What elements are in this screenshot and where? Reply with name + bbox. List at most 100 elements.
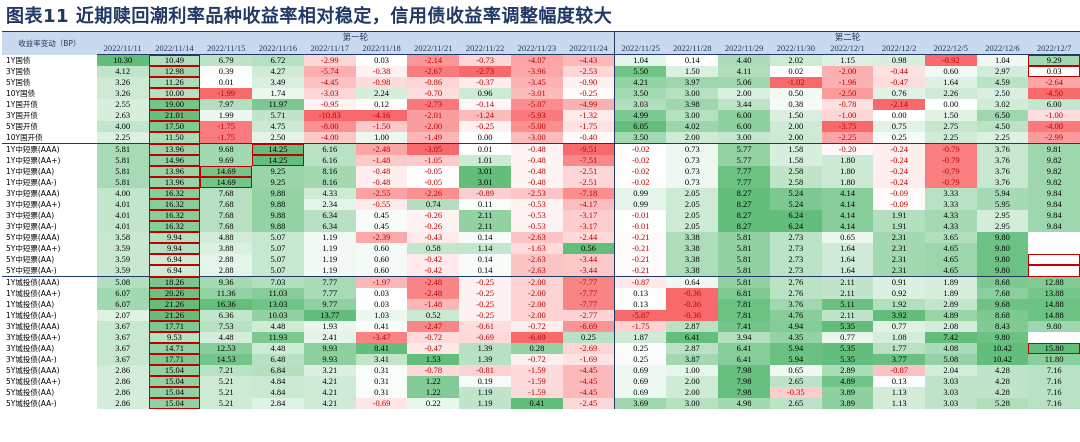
value-cell: 3.21 xyxy=(303,365,356,376)
value-cell: 7.68 xyxy=(200,188,253,199)
row-label: 5Y中短票(AAA) xyxy=(6,233,60,242)
date-header: 2022/11/18 xyxy=(355,43,408,55)
value-cell: 3.00 xyxy=(666,398,719,409)
value-cell: -2.48 xyxy=(407,276,460,288)
value-cell: 0.13 xyxy=(614,288,667,299)
value-cell: 3.01 xyxy=(459,177,511,188)
value-cell: 7.16 xyxy=(1028,365,1080,376)
table-row: 1Y城投债(AA) 6.07 21.26 16.36 13.03 9.77 0.03 -1.4… xyxy=(2,299,1080,310)
date-header: 2022/11/25 xyxy=(614,43,667,55)
value-cell: 6.34 xyxy=(303,210,356,221)
value-cell: 0.69 xyxy=(614,365,667,376)
value-cell: -3.75 xyxy=(821,121,874,132)
date-header: 2022/11/23 xyxy=(510,43,563,55)
value-cell: 9.84 xyxy=(1028,188,1080,199)
value-cell: 1.74 xyxy=(252,88,304,99)
row-label: 1Y城投债(AA) xyxy=(6,300,55,309)
value-cell: 9.69 xyxy=(200,155,253,166)
value-cell: -1.99 xyxy=(200,88,253,99)
value-cell: -1.00 xyxy=(1028,110,1080,121)
value-cell: 9.80 xyxy=(976,243,1029,254)
row-label: 1Y中短票(AA-) xyxy=(6,178,57,187)
value-cell: 0.60 xyxy=(355,254,408,265)
value-cell: -2.63 xyxy=(510,232,563,243)
value-cell: 0.31 xyxy=(355,376,408,387)
value-cell: 1.80 xyxy=(821,166,874,177)
value-cell: -2.48 xyxy=(355,143,408,155)
value-cell: 2.05 xyxy=(666,188,719,199)
value-cell: -2.25 xyxy=(821,132,874,144)
value-cell: 1.50 xyxy=(769,110,822,121)
value-cell: 3.38 xyxy=(666,232,719,243)
date-header: 2022/11/15 xyxy=(200,43,253,55)
row-label: 10Y国开债 xyxy=(2,132,97,144)
value-cell: -0.01 xyxy=(614,210,667,221)
table-row: 3Y中短票(AAA) 4.00 16.32 7.68 9.88 4.33 -2.55 -2.2… xyxy=(2,188,1080,199)
value-cell: 4.28 xyxy=(976,376,1029,387)
row-label: 3Y城投债(AA+) xyxy=(6,333,61,342)
value-cell: 4.35 xyxy=(769,332,822,343)
value-cell: 7.98 xyxy=(718,376,770,387)
value-cell: 6.41 xyxy=(718,354,770,365)
value-cell: 13.03 xyxy=(252,299,304,310)
value-cell: 5.24 xyxy=(769,188,822,199)
row-label: 5Y城投债(AAA) xyxy=(6,366,60,375)
table-row: 3Y中短票(AA) 4.01 16.32 7.68 9.88 6.34 0.45 -0.26 2… xyxy=(2,210,1080,221)
value-cell: 2.84 xyxy=(252,398,304,409)
value-cell: 2.31 xyxy=(873,243,925,254)
value-cell: 3.69 xyxy=(614,398,667,409)
value-cell: 1.89 xyxy=(924,288,977,299)
value-cell: 3.38 xyxy=(666,254,719,265)
value-cell: -2.39 xyxy=(355,232,408,243)
value-cell: 1.13 xyxy=(873,398,925,409)
value-cell: 1.58 xyxy=(769,155,822,166)
value-cell: -0.86 xyxy=(407,77,460,88)
value-cell: 11.36 xyxy=(200,288,253,299)
value-cell: 0.19 xyxy=(459,376,511,387)
value-cell: 1.39 xyxy=(459,343,511,354)
value-cell: 8.43 xyxy=(976,321,1029,332)
value-cell: -0.26 xyxy=(407,221,460,232)
row-label: 3Y城投债(AA) xyxy=(6,344,55,353)
value-cell: -2.53 xyxy=(510,188,563,199)
table-row: 3Y城投债(AA) 3.67 14.71 12.53 4.48 9.93 8.41 -0.47… xyxy=(2,343,1080,354)
table-row: 5Y中短票(AAA) 3.58 9.94 4.88 5.07 1.19 -2.39 -0.43… xyxy=(2,232,1080,243)
value-cell: 2.05 xyxy=(666,221,719,232)
value-cell: -0.69 xyxy=(459,332,511,343)
table-row: 3Y中短票(AA+) 4.01 16.32 7.68 9.88 2.34 -0.55 0.74… xyxy=(2,199,1080,210)
value-cell: 9.80 xyxy=(976,254,1029,265)
value-cell: 1.22 xyxy=(407,387,460,398)
value-cell: 2.58 xyxy=(769,166,822,177)
table-row: 3Y国开债 2.63 21.01 1.99 5.71 -10.83 -4.16 -2.01 -1… xyxy=(2,110,1080,121)
value-cell: -0.78 xyxy=(821,99,874,110)
value-cell: -0.43 xyxy=(407,232,460,243)
value-cell: 0.45 xyxy=(355,210,408,221)
value-cell: 9.77 xyxy=(303,299,356,310)
value-cell: 2.25 xyxy=(976,132,1029,144)
date-header: 2022/11/17 xyxy=(303,43,356,55)
value-cell: -0.36 xyxy=(666,310,719,321)
value-cell: -0.48 xyxy=(510,155,563,166)
value-cell: 1.64 xyxy=(821,265,874,277)
value-cell: 0.77 xyxy=(873,321,925,332)
value-cell: 0.65 xyxy=(821,232,874,243)
table-row: 5Y中短票(AA) 3.59 6.94 2.88 5.07 1.19 0.60 -0.42 0.… xyxy=(2,254,1080,265)
value-cell: 6.07 xyxy=(96,288,149,299)
date-header: 2022/11/21 xyxy=(407,43,460,55)
value-cell: 2.76 xyxy=(769,288,822,299)
row-label: 3Y中短票(AA) xyxy=(6,211,55,220)
row-label: 1Y国开债 xyxy=(6,100,38,109)
value-cell: -2.53 xyxy=(562,66,615,77)
value-cell: 0.69 xyxy=(614,387,667,398)
value-cell: -2.73 xyxy=(459,66,511,77)
value-cell: 2.25 xyxy=(924,132,977,144)
value-cell: 16.32 xyxy=(148,199,201,210)
value-cell: 0.25 xyxy=(873,132,925,144)
value-cell: 6.81 xyxy=(718,288,770,299)
value-cell: -0.21 xyxy=(614,232,667,243)
value-cell: 1.50 xyxy=(666,66,719,77)
value-cell: -1.75 xyxy=(200,132,253,144)
value-cell: -7.18 xyxy=(562,188,615,199)
value-cell: -3.96 xyxy=(510,66,563,77)
value-cell: 9.93 xyxy=(303,354,356,365)
